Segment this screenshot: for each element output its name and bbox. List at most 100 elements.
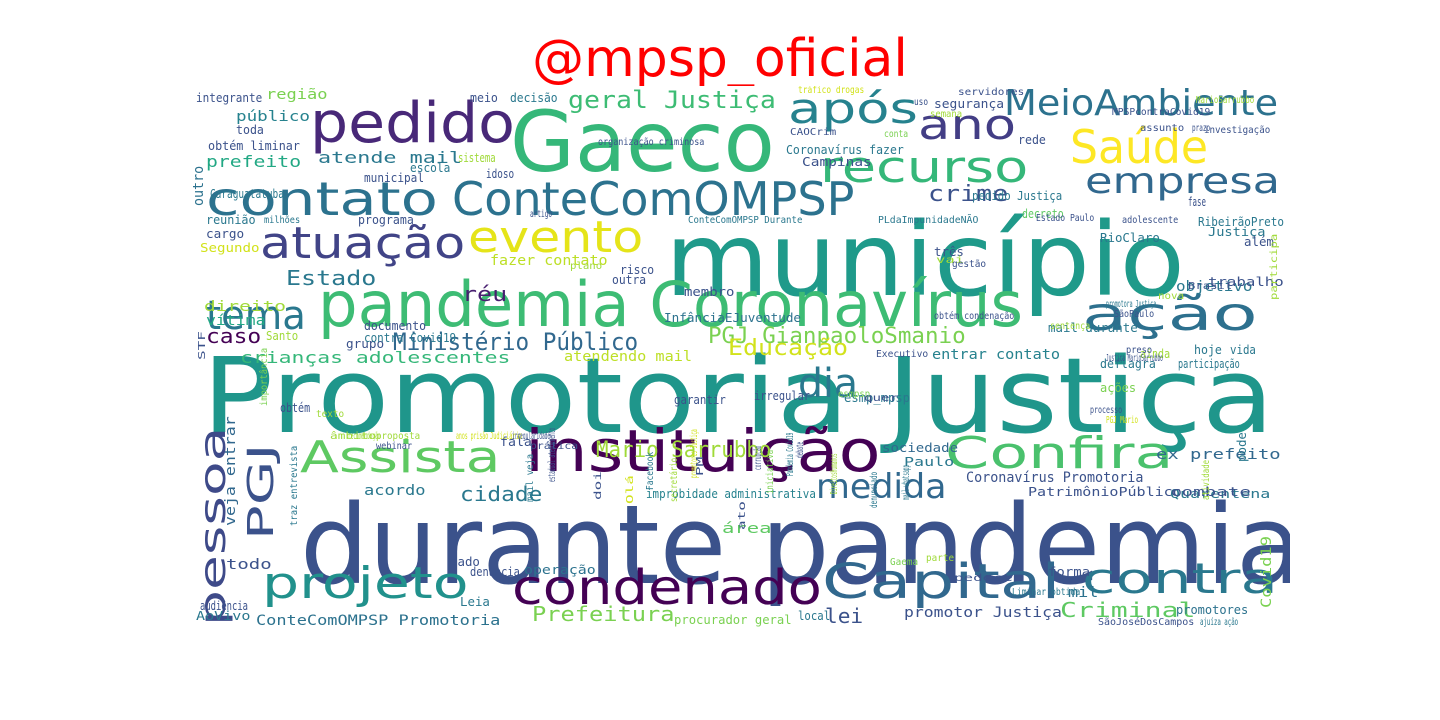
word-pede: pede	[954, 573, 993, 584]
word-criancas-adolescentes: crianças adolescentes	[240, 348, 511, 367]
word-hoje: hoje	[1194, 343, 1222, 357]
word-seguranca: segurança	[934, 97, 1005, 111]
word-covid19: Covid19	[1259, 535, 1275, 608]
word-obtem-liminar: obtém liminar	[208, 139, 300, 153]
word-brasil: Brasil	[1188, 281, 1233, 292]
word-prefeito: prefeito	[206, 152, 302, 171]
word-direito: direito	[204, 299, 287, 315]
word-pratica: prática	[530, 441, 579, 452]
word-todo: todo	[226, 557, 272, 573]
word-garantir: garantir	[674, 393, 726, 407]
word-acao: ação	[1082, 287, 1258, 341]
word-municipio: município	[665, 201, 1185, 320]
word-quer: quer	[864, 393, 899, 404]
word-anos-prisao: anos prisão	[456, 431, 489, 442]
word-recurso: recurso	[820, 142, 1029, 193]
word-ambito: âmbito	[330, 431, 377, 442]
word-estado-paulo: Estado Paulo	[1036, 213, 1095, 224]
word-ainda: ainda	[1140, 347, 1171, 361]
word-gaema: Gaema	[890, 557, 919, 568]
word-durante-pandemia: durante pandemia	[300, 481, 1290, 609]
word-local: local	[798, 609, 831, 623]
word-adolescente: adolescente	[1122, 215, 1179, 226]
word-programa: programa	[358, 213, 414, 227]
word-assista: Assista	[300, 432, 501, 483]
word-campinas: Campinas	[802, 155, 872, 169]
word-servidores: servidores	[958, 87, 1025, 98]
word-promotores: promotores	[1176, 603, 1249, 617]
word-direitoshumanos: DireitosHumanos	[829, 453, 840, 494]
word-sociedade: sociedade	[882, 441, 959, 455]
word-trafico-drogas: tráfico drogas	[798, 86, 865, 96]
word-procurador-geral: procurador geral	[674, 613, 792, 627]
word-educacao: Educação	[728, 336, 848, 361]
word-pldaimpunidadenao: PLdaImpunidadeNÃO	[878, 215, 979, 226]
word-obtem: obtém	[280, 401, 311, 415]
word-outra: outra	[612, 273, 647, 287]
word-corrupcao: corrupção	[753, 445, 764, 470]
word-mail-veja: mail veja	[525, 453, 536, 502]
word-capital: Capital	[822, 554, 1061, 610]
word-evento: evento	[468, 212, 644, 263]
word-prazo: prazo	[1192, 123, 1211, 134]
word-obtem-condenacao: obtém condenação	[934, 311, 1015, 322]
word-tres: três	[934, 245, 964, 259]
word-assunto: assunto	[1140, 123, 1185, 134]
page-title: @mpsp_oficial	[532, 29, 908, 89]
word-mil: mil	[1068, 585, 1099, 601]
word-liminar-obtida: Liminar obtida	[1012, 587, 1081, 598]
word-cargo: cargo	[206, 227, 245, 241]
word-denuncia: denuncia	[470, 565, 520, 579]
word-saojosedoscampos: SãoJoséDosCampos	[1098, 617, 1195, 628]
word-acoes: ações	[1100, 381, 1137, 395]
word-outro: outro	[191, 165, 207, 206]
word-mario-sarrubbo: Mario Sarrubbo	[596, 438, 772, 463]
word-cidade: cidade	[460, 482, 543, 506]
word-participa: participa	[1269, 233, 1280, 300]
word-parte: parte	[926, 553, 955, 564]
word-objetivo: objetivo	[1176, 279, 1253, 295]
word-nova: nova	[1158, 291, 1185, 302]
word-pgj: PGJ	[241, 443, 282, 540]
word-conta: conta	[884, 129, 909, 140]
word-atendendo-mail: atendendo mail	[564, 349, 693, 365]
word-cloud: Promotoria Justiça durante pandemia municí…	[190, 86, 1290, 634]
word-mariosarrubbo: MarioSarrubbo	[1196, 95, 1255, 106]
word-gestao: gestão	[952, 259, 987, 270]
word-medida: medida	[816, 467, 947, 507]
word-sentenca: sentença	[1050, 321, 1091, 332]
word-irregular: irregular	[754, 389, 811, 403]
word-leia: Leia	[460, 595, 490, 609]
word-esmp-mpsp: esmp_mpsp	[844, 391, 911, 405]
word-saopaulo: SãoPaulo	[1114, 309, 1155, 320]
word-traz-entrevista: traz entrevista	[289, 445, 300, 526]
word-pm: PM	[695, 456, 706, 476]
word-caso: caso	[206, 324, 262, 348]
word-apos: após	[788, 86, 918, 133]
word-integrante: integrante	[196, 91, 263, 105]
word-semana: semana	[930, 109, 963, 120]
word-atividade: atividade	[1201, 459, 1212, 500]
word-forma: forma	[1048, 565, 1091, 579]
word-justica: Justiça	[1208, 225, 1266, 239]
word-mpspcontracovid19: MPSPcontraCovid19	[1112, 107, 1211, 118]
word-documento: documento	[364, 319, 427, 333]
word-patrimoniopublico: PatrimônioPúblico	[1028, 485, 1182, 499]
word-fazer-contato: fazer contato	[490, 253, 608, 269]
word-prefeitura: Prefeitura	[532, 602, 675, 626]
word-promotoria-justica: Promotoria Justiça	[202, 335, 1275, 457]
word-veja-entrar: veja entrar	[223, 416, 239, 526]
word-mail-durante: mail durante	[1048, 321, 1138, 335]
word-vida: vida	[1230, 343, 1256, 357]
word-coronavirus-promotoria: Coronavírus Promotoria	[966, 470, 1144, 486]
word-judiciario: Judiciário	[490, 431, 523, 442]
word-ano: ano	[918, 100, 1017, 149]
word-rede: rede	[1018, 133, 1046, 147]
word-webinar: webinar	[376, 441, 413, 452]
word-organizacao-criminosa: organização criminosa	[598, 137, 705, 148]
word-tema: tema	[206, 293, 306, 339]
word-idoso: idoso	[486, 167, 515, 181]
word-ministerio-publico: Ministério Público	[393, 328, 639, 356]
word-contato: contato	[206, 172, 438, 226]
word-rioclaro: RioClaro	[1100, 231, 1160, 245]
